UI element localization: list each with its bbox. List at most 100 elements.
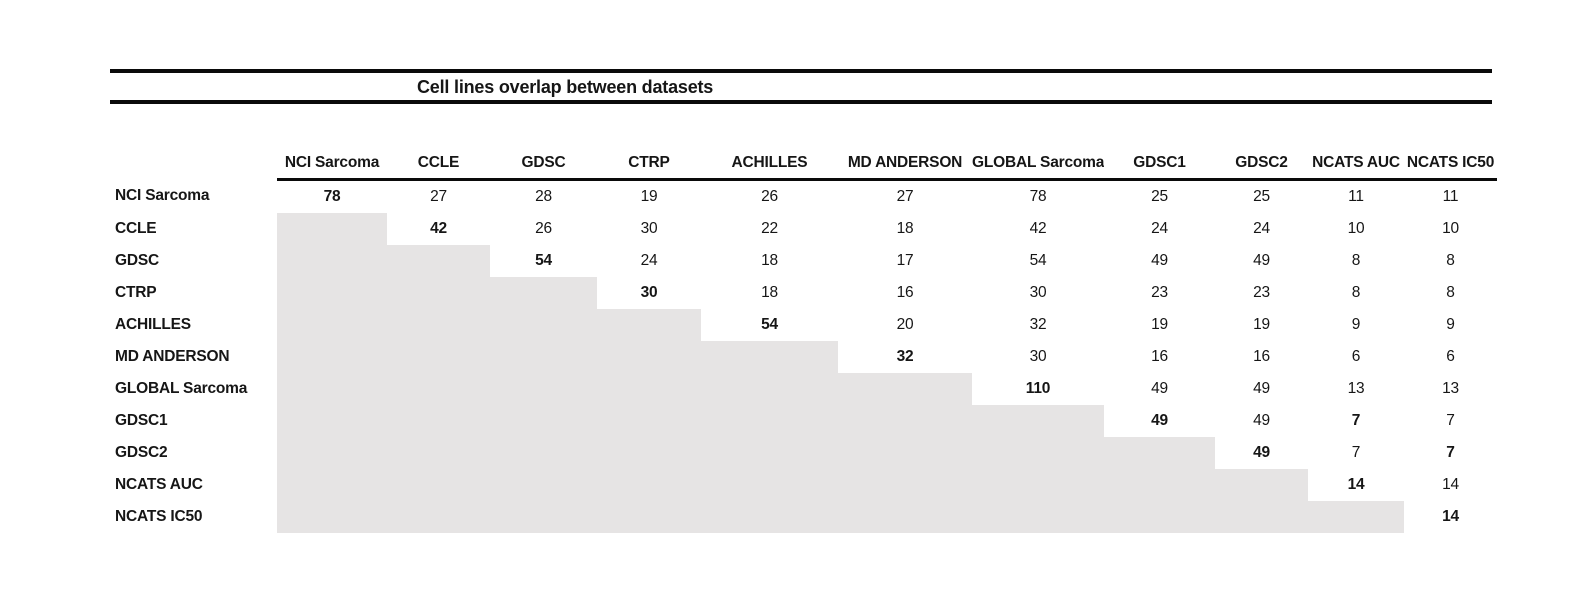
- value-cell: 23: [1151, 284, 1168, 301]
- value-cell: 13: [1347, 380, 1365, 397]
- value-cell: 8: [1446, 284, 1455, 301]
- value-cell: 42: [1029, 220, 1047, 237]
- overlap-matrix-table: NCI Sarcoma CCLE GDSC CTRP ACHILLES MD ANDERS…: [110, 140, 1497, 533]
- shaded-cell: [838, 405, 972, 437]
- value-cell: 49: [1151, 380, 1168, 397]
- shaded-cell: [597, 341, 701, 373]
- table-row: MD ANDERSON 32 30 16 16 6 6: [110, 341, 1497, 373]
- table-row: NCATS IC50 14: [110, 501, 1497, 533]
- value-cell: 8: [1446, 252, 1455, 269]
- top-rule: [110, 69, 1492, 73]
- value-cell: 30: [1029, 348, 1047, 365]
- value-cell: 9: [1351, 316, 1361, 333]
- row-label: GLOBAL Sarcoma: [115, 380, 248, 397]
- column-header: GLOBAL Sarcoma: [972, 140, 1104, 181]
- shaded-cell: [277, 277, 387, 309]
- shaded-cell: [277, 373, 387, 405]
- value-cell: 8: [1351, 284, 1361, 301]
- row-label: CTRP: [115, 284, 157, 301]
- shaded-cell: [490, 469, 597, 501]
- value-cell: 18: [761, 252, 778, 269]
- shaded-cell: [972, 437, 1104, 469]
- shaded-cell: [1215, 501, 1308, 533]
- header-row: NCI Sarcoma CCLE GDSC CTRP ACHILLES MD ANDERS…: [110, 140, 1497, 181]
- value-cell: 24: [1151, 220, 1168, 237]
- value-cell: 25: [1253, 188, 1270, 205]
- column-header: GDSC1: [1104, 140, 1215, 181]
- table-row: ACHILLES 54 20 32 19 19 9 9: [110, 309, 1497, 341]
- value-cell: 6: [1351, 348, 1361, 365]
- shaded-cell: [490, 341, 597, 373]
- row-label: NCATS AUC: [115, 476, 203, 493]
- diagonal-value-cell: 7: [1351, 412, 1361, 429]
- shaded-cell: [387, 309, 490, 341]
- diagonal-value-cell: 30: [640, 284, 658, 301]
- diagonal-value-cell: 110: [1025, 380, 1051, 397]
- shaded-cell: [387, 437, 490, 469]
- value-cell: 11: [1442, 188, 1459, 205]
- value-cell: 19: [1151, 316, 1168, 333]
- value-cell: 49: [1151, 252, 1168, 269]
- value-cell: 11: [1348, 188, 1364, 205]
- shaded-cell: [597, 309, 701, 341]
- shaded-cell: [277, 437, 387, 469]
- table-row: CCLE 42 26 30 22 18 42 24 24 10 10: [110, 213, 1497, 245]
- value-cell: 28: [535, 188, 552, 205]
- column-header: CCLE: [387, 140, 490, 181]
- value-cell: 24: [1253, 220, 1270, 237]
- diagonal-value-cell: 14: [1442, 508, 1459, 525]
- value-cell: 30: [640, 220, 658, 237]
- row-label: CCLE: [115, 220, 157, 237]
- value-cell: 13: [1442, 380, 1459, 397]
- value-cell: 18: [761, 284, 778, 301]
- row-label: MD ANDERSON: [115, 348, 230, 365]
- value-cell: 6: [1446, 348, 1455, 365]
- table-row: NCATS AUC 14 14: [110, 469, 1497, 501]
- value-cell: 17: [896, 252, 914, 269]
- shaded-cell: [597, 501, 701, 533]
- diagonal-value-cell: 78: [323, 188, 341, 205]
- value-cell: 16: [1151, 348, 1168, 365]
- title-bottom-rule: [110, 100, 1492, 104]
- value-cell: 8: [1351, 252, 1361, 269]
- column-header: NCI Sarcoma: [277, 140, 387, 181]
- shaded-cell: [597, 405, 701, 437]
- shaded-cell: [387, 245, 490, 277]
- shaded-cell: [490, 373, 597, 405]
- shaded-cell: [972, 405, 1104, 437]
- value-cell: 10: [1442, 220, 1459, 237]
- value-cell: 20: [896, 316, 914, 333]
- value-cell: 26: [535, 220, 552, 237]
- value-cell: 27: [430, 188, 447, 205]
- shaded-cell: [387, 277, 490, 309]
- shaded-cell: [387, 469, 490, 501]
- value-cell: 25: [1151, 188, 1168, 205]
- shaded-cell: [838, 437, 972, 469]
- shaded-cell: [490, 437, 597, 469]
- shaded-cell: [277, 309, 387, 341]
- shaded-cell: [1104, 501, 1215, 533]
- shaded-cell: [387, 341, 490, 373]
- value-cell: 7: [1446, 412, 1455, 429]
- shaded-cell: [701, 501, 838, 533]
- shaded-cell: [597, 373, 701, 405]
- diagonal-value-cell: 42: [430, 220, 447, 237]
- diagonal-value-cell: 14: [1347, 476, 1365, 493]
- shaded-cell: [701, 341, 838, 373]
- value-cell: 27: [896, 188, 914, 205]
- column-header: GDSC: [490, 140, 597, 181]
- table-row: GLOBAL Sarcoma 110 49 49 13 13: [110, 373, 1497, 405]
- row-label: ACHILLES: [115, 316, 191, 333]
- shaded-cell: [838, 501, 972, 533]
- shaded-cell: [1308, 501, 1404, 533]
- column-header: NCATS AUC: [1308, 140, 1404, 181]
- shaded-cell: [490, 501, 597, 533]
- shaded-cell: [277, 405, 387, 437]
- table-body: NCI Sarcoma 78 27 28 19 26 27 78 25 25 11 11 CCLE 42 2…: [110, 180, 1497, 533]
- row-label: GDSC: [115, 252, 159, 269]
- shaded-cell: [838, 373, 972, 405]
- shaded-cell: [387, 373, 490, 405]
- corner-cell: [110, 140, 277, 180]
- shaded-cell: [387, 501, 490, 533]
